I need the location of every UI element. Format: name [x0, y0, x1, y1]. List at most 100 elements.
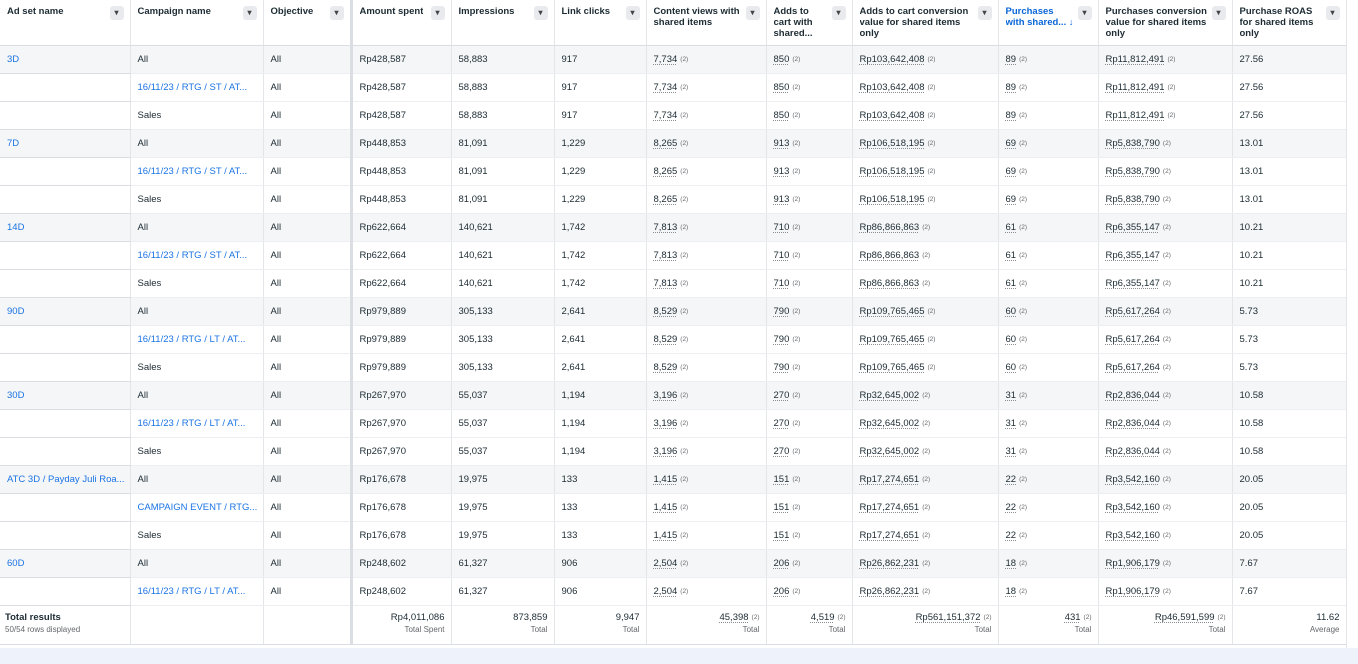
cell-cviews[interactable]: 8,265 (2): [646, 129, 767, 158]
total-value[interactable]: 4,519: [810, 612, 835, 623]
table-row[interactable]: 16/11/23 / RTG / ST / AT... All Rp622,664 1…: [0, 241, 1347, 270]
cell-atcval[interactable]: Rp26,862,231 (2): [852, 549, 999, 578]
atc-value[interactable]: 710: [773, 250, 790, 261]
purchval-value[interactable]: Rp1,906,179: [1105, 558, 1160, 569]
chevron-down-icon[interactable]: ▾: [625, 6, 640, 20]
cell-purchval[interactable]: Rp2,836,044 (2): [1098, 437, 1233, 466]
table-row[interactable]: 16/11/23 / RTG / ST / AT... All Rp428,587 5…: [0, 73, 1347, 102]
cell-cviews[interactable]: 1,415 (2): [646, 493, 767, 522]
purch-value[interactable]: 22: [1005, 474, 1017, 485]
campaign-value[interactable]: CAMPAIGN EVENT / RTG...: [137, 502, 258, 513]
cell-atc[interactable]: 850 (2): [766, 101, 853, 130]
cell-purchval[interactable]: Rp6,355,147 (2): [1098, 213, 1233, 242]
cell-atc[interactable]: 270 (2): [766, 381, 853, 410]
purch-value[interactable]: 22: [1005, 530, 1017, 541]
atc-value[interactable]: 151: [773, 502, 790, 513]
cell-purchval[interactable]: Rp6,355,147 (2): [1098, 269, 1233, 298]
cell-purch[interactable]: 22 (2): [998, 521, 1099, 550]
atcval-value[interactable]: Rp17,274,651: [859, 530, 920, 541]
campaign-value[interactable]: 16/11/23 / RTG / ST / AT...: [137, 166, 248, 177]
cell-cviews[interactable]: 7,734 (2): [646, 45, 767, 74]
cell-atcval[interactable]: Rp106,518,195 (2): [852, 185, 999, 214]
cviews-value[interactable]: 8,529: [653, 334, 678, 345]
cell-adset[interactable]: 3D: [0, 45, 131, 74]
purch-value[interactable]: 61: [1005, 278, 1017, 289]
table-row[interactable]: Sales All Rp448,853 81,091 1,229 8,265 (2) 913(…: [0, 185, 1347, 214]
cell-purch[interactable]: 18 (2): [998, 549, 1099, 578]
cell-campaign[interactable]: 16/11/23 / RTG / LT / AT...: [130, 409, 264, 438]
table-row[interactable]: Sales All Rp622,664 140,621 1,742 7,813 (2) 710…: [0, 269, 1347, 298]
cell-atc[interactable]: 790 (2): [766, 325, 853, 354]
purch-value[interactable]: 89: [1005, 110, 1017, 121]
cell-purchval[interactable]: Rp1,906,179 (2): [1098, 549, 1233, 578]
cell-campaign[interactable]: 16/11/23 / RTG / LT / AT...: [130, 325, 264, 354]
purchval-value[interactable]: Rp5,838,790: [1105, 194, 1160, 205]
col-header-impressions[interactable]: Impressions ▾: [451, 0, 555, 46]
cell-purchval[interactable]: Rp11,812,491 (2): [1098, 101, 1233, 130]
atcval-value[interactable]: Rp109,765,465: [859, 306, 925, 317]
cell-cviews[interactable]: 8,529 (2): [646, 325, 767, 354]
cell-purchval[interactable]: Rp3,542,160 (2): [1098, 465, 1233, 494]
cell-purch[interactable]: 89 (2): [998, 101, 1099, 130]
cell-campaign[interactable]: 16/11/23 / RTG / ST / AT...: [130, 241, 264, 270]
cell-atcval[interactable]: Rp17,274,651 (2): [852, 521, 999, 550]
atcval-value[interactable]: Rp106,518,195: [859, 166, 925, 177]
col-header-adset[interactable]: Ad set name ▾: [0, 0, 131, 46]
cell-atc[interactable]: 790 (2): [766, 353, 853, 382]
cell-purch[interactable]: 61 (2): [998, 269, 1099, 298]
table-row[interactable]: Sales All Rp979,889 305,133 2,641 8,529 (2) 790…: [0, 353, 1347, 382]
purch-value[interactable]: 31: [1005, 390, 1017, 401]
atc-value[interactable]: 270: [773, 390, 790, 401]
cell-cviews[interactable]: 7,813 (2): [646, 213, 767, 242]
table-row[interactable]: CAMPAIGN EVENT / RTG... All Rp176,678 19,97…: [0, 493, 1347, 522]
cell-cviews[interactable]: 7,813 (2): [646, 241, 767, 270]
cell-purchval[interactable]: Rp5,617,264 (2): [1098, 297, 1233, 326]
table-row[interactable]: 60D All All Rp248,602 61,327 906 2,504 (2) 206 (2…: [0, 549, 1347, 578]
col-header-campaign[interactable]: Campaign name ▾: [130, 0, 264, 46]
atc-value[interactable]: 206: [773, 586, 790, 597]
purch-value[interactable]: 61: [1005, 250, 1017, 261]
atcval-value[interactable]: Rp32,645,002: [859, 446, 920, 457]
adset-value[interactable]: ATC 3D / Payday Juli Roa...: [7, 474, 125, 485]
chevron-down-icon[interactable]: ▾: [329, 6, 344, 20]
cell-atc[interactable]: 790 (2): [766, 297, 853, 326]
cell-cviews[interactable]: 8,265 (2): [646, 185, 767, 214]
cell-purchval[interactable]: Rp6,355,147 (2): [1098, 241, 1233, 270]
table-row[interactable]: 16/11/23 / RTG / ST / AT... All Rp448,853 8…: [0, 157, 1347, 186]
atcval-value[interactable]: Rp103,642,408: [859, 54, 925, 65]
cell-purch[interactable]: 22 (2): [998, 493, 1099, 522]
cell-purch[interactable]: 22 (2): [998, 465, 1099, 494]
purch-value[interactable]: 69: [1005, 166, 1017, 177]
cell-atc[interactable]: 913 (2): [766, 157, 853, 186]
purch-value[interactable]: 89: [1005, 82, 1017, 93]
cell-atcval[interactable]: Rp103,642,408 (2): [852, 101, 999, 130]
atcval-value[interactable]: Rp106,518,195: [859, 138, 925, 149]
campaign-value[interactable]: 16/11/23 / RTG / LT / AT...: [137, 418, 246, 429]
cell-atc[interactable]: 850 (2): [766, 73, 853, 102]
col-header-cviews[interactable]: Content views with shared items ▾: [646, 0, 767, 46]
atcval-value[interactable]: Rp17,274,651: [859, 474, 920, 485]
cviews-value[interactable]: 3,196: [653, 418, 678, 429]
atc-value[interactable]: 270: [773, 446, 790, 457]
cell-atc[interactable]: 710 (2): [766, 241, 853, 270]
atcval-value[interactable]: Rp86,866,863: [859, 250, 920, 261]
total-value[interactable]: 431: [1064, 612, 1081, 623]
purch-value[interactable]: 60: [1005, 362, 1017, 373]
table-row[interactable]: 7D All All Rp448,853 81,091 1,229 8,265 (2) 913(…: [0, 129, 1347, 158]
cell-atc[interactable]: 270 (2): [766, 409, 853, 438]
cell-purch[interactable]: 31 (2): [998, 381, 1099, 410]
atc-value[interactable]: 790: [773, 334, 790, 345]
atc-value[interactable]: 270: [773, 418, 790, 429]
atcval-value[interactable]: Rp109,765,465: [859, 334, 925, 345]
cell-purchval[interactable]: Rp11,812,491 (2): [1098, 73, 1233, 102]
chevron-down-icon[interactable]: ▾: [977, 6, 992, 20]
campaign-value[interactable]: 16/11/23 / RTG / LT / AT...: [137, 586, 246, 597]
cell-atcval[interactable]: Rp86,866,863 (2): [852, 213, 999, 242]
cell-purch[interactable]: 89 (2): [998, 45, 1099, 74]
cell-cviews[interactable]: 7,734 (2): [646, 73, 767, 102]
purchval-value[interactable]: Rp1,906,179: [1105, 586, 1160, 597]
cell-campaign[interactable]: 16/11/23 / RTG / ST / AT...: [130, 73, 264, 102]
cell-cviews[interactable]: 2,504 (2): [646, 577, 767, 606]
cell-atcval[interactable]: Rp86,866,863 (2): [852, 269, 999, 298]
purchval-value[interactable]: Rp5,838,790: [1105, 166, 1160, 177]
